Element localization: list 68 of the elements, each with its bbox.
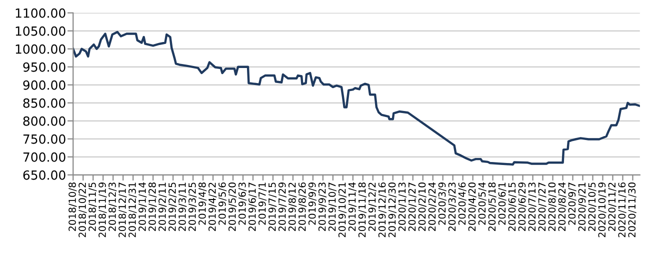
x-tick-label: 2019/9/23 <box>318 182 327 231</box>
x-tick-label: 2020/5/4 <box>478 182 486 225</box>
x-tick-label: 2020/3/23 <box>448 182 456 231</box>
x-tick-label: 2019/5/20 <box>228 182 237 231</box>
x-tick-label: 2018/12/3 <box>108 182 117 231</box>
x-tick-label: 2019/4/22 <box>208 182 217 231</box>
x-tick-label: 2020/8/10 <box>548 182 556 231</box>
y-tick-label: 1000.00 <box>16 44 66 54</box>
y-tick-label: 700.00 <box>23 152 66 162</box>
x-tick-label: 2020/2/10 <box>418 182 426 231</box>
x-tick-label: 2019/2/11 <box>158 182 167 231</box>
x-tick-label: 2019/3/11 <box>178 182 187 231</box>
x-tick-label: 2019/9/9 <box>308 182 317 225</box>
x-tick-label: 2019/7/1 <box>258 182 267 225</box>
x-tick-label: 2019/8/26 <box>298 182 307 231</box>
x-tick-label: 2019/6/3 <box>238 182 247 225</box>
x-tick-label: 2020/2/24 <box>428 182 436 231</box>
x-tick-label: 2020/4/20 <box>468 182 476 231</box>
x-tick-label: 2020/11/30 <box>628 182 636 238</box>
x-tick-label: 2018/11/19 <box>98 182 107 238</box>
x-tick-label: 2020/6/15 <box>508 182 516 231</box>
x-tick-label: 2018/10/22 <box>78 182 87 238</box>
x-tick-label: 2018/11/5 <box>88 182 97 231</box>
x-tick-label: 2020/11/16 <box>618 182 626 238</box>
x-tick-label: 2020/10/19 <box>598 182 606 238</box>
x-tick-label: 2019/10/7 <box>328 182 337 231</box>
x-tick-label: 2020/6/1 <box>498 182 506 225</box>
x-tick-label: 2020/8/24 <box>558 182 566 231</box>
x-tick-label: 2019/4/8 <box>198 182 207 225</box>
x-tick-label: 2019/11/4 <box>348 182 357 231</box>
x-tick-label: 2019/12/30 <box>388 182 396 238</box>
y-tick-label: 900.00 <box>23 80 66 90</box>
y-tick-label: 650.00 <box>23 170 66 180</box>
x-tick-label: 2019/11/18 <box>358 182 367 238</box>
x-tick-label: 2019/2/25 <box>168 182 177 231</box>
x-tick-label: 2020/11/2 <box>608 182 616 231</box>
y-tick-label: 850.00 <box>23 98 66 108</box>
x-tick-label: 2019/7/15 <box>268 182 277 231</box>
y-tick-label: 750.00 <box>23 134 66 144</box>
x-tick-label: 2020/1/13 <box>398 182 406 231</box>
x-tick-label: 2020/9/21 <box>578 182 586 231</box>
x-tick-label: 2019/10/21 <box>338 182 347 238</box>
x-tick-label: 2020/6/29 <box>518 182 526 231</box>
y-tick-label: 950.00 <box>23 62 66 72</box>
x-tick-label: 2019/1/28 <box>148 182 157 231</box>
x-tick-label: 2018/12/17 <box>118 182 127 238</box>
x-tick-label: 2020/3/9 <box>438 182 446 225</box>
x-tick-label: 2020/10/5 <box>588 182 596 231</box>
x-tick-label: 2018/12/31 <box>128 182 137 238</box>
y-tick-label: 1100.00 <box>16 8 66 18</box>
y-tick-label: 800.00 <box>23 116 66 126</box>
x-tick-label: 2019/5/6 <box>218 182 227 225</box>
x-tick-label: 2020/1/27 <box>408 182 416 231</box>
x-tick-label: 2019/12/16 <box>378 182 386 238</box>
x-tick-label: 2020/9/7 <box>568 182 576 225</box>
y-tick-label: 1050.00 <box>16 26 66 36</box>
line-series <box>73 30 640 166</box>
x-tick-label: 2020/4/6 <box>458 182 466 225</box>
x-tick-label: 2019/3/25 <box>188 182 197 231</box>
x-tick-label: 2019/1/14 <box>138 182 147 231</box>
x-tick-label: 2019/12/2 <box>368 182 376 231</box>
x-tick-label: 2020/7/13 <box>528 182 536 231</box>
x-tick-label: 2019/8/12 <box>288 182 297 231</box>
x-tick-label: 2018/10/8 <box>68 182 77 231</box>
x-tick-label: 2019/6/17 <box>248 182 257 231</box>
x-tick-label: 2020/7/27 <box>538 182 546 231</box>
x-tick-label: 2019/7/29 <box>278 182 287 231</box>
x-tick-label: 2020/5/18 <box>488 182 496 231</box>
